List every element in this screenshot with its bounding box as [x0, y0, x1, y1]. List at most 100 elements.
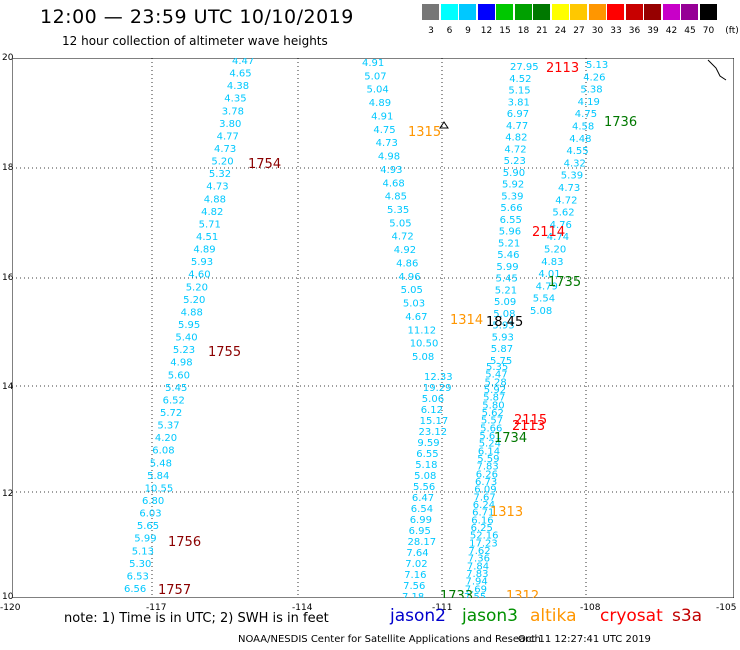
swh-value: 7.64 [406, 548, 428, 559]
swh-value: 4.32 [564, 158, 586, 169]
swh-value: 6.73 [475, 477, 497, 488]
legend-swatch-label: 36 [628, 26, 641, 36]
swh-value: 5.21 [495, 285, 517, 296]
swh-value: 4.74 [547, 232, 569, 243]
swh-value: 5.08 [412, 352, 434, 363]
swh-value: 5.20 [183, 295, 205, 306]
swh-value: 4.01 [538, 269, 560, 280]
swh-value: 5.90 [503, 168, 525, 179]
legend-swatch-label: 45 [684, 26, 696, 36]
pass-time-label: 2113 [546, 61, 579, 76]
legend-unit: (ft) [725, 26, 739, 36]
swh-value: 6.97 [507, 109, 529, 120]
swh-value: 7.02 [405, 559, 427, 570]
pass-time-label: 18.45 [486, 315, 523, 330]
swh-value: 5.46 [497, 250, 519, 261]
swh-value: 5.57 [481, 416, 503, 427]
swh-value: 5.99 [134, 534, 156, 545]
swh-value: 5.24 [479, 439, 501, 450]
lon-label-105: -105 [716, 603, 737, 613]
legend-swatch [570, 4, 587, 20]
swh-value: 6.12 [421, 405, 443, 416]
swh-value: 4.72 [555, 195, 577, 206]
swh-value: 7.16 [404, 570, 426, 581]
legend-swatch [681, 4, 698, 20]
swh-value: 5.13 [586, 60, 608, 71]
swh-value: 52.16 [470, 531, 499, 542]
swh-value: 4.26 [583, 72, 605, 83]
swh-value: 5.93 [492, 321, 514, 332]
swh-value: 5.05 [401, 285, 423, 296]
map-title: 12:00 — 23:59 UTC 10/10/2019 [40, 6, 354, 28]
swh-value: 6.52 [163, 395, 185, 406]
swh-value: 4.92 [394, 245, 416, 256]
swh-value: 4.89 [193, 245, 215, 256]
swh-value: 5.92 [502, 180, 524, 191]
swh-value: 6.95 [409, 526, 431, 537]
pass-time-label: 1314 [450, 313, 483, 328]
swh-value: 4.19 [578, 97, 600, 108]
swh-value: 3.78 [222, 106, 244, 117]
swh-value: 10.50 [410, 339, 439, 350]
swh-value: 5.66 [500, 203, 522, 214]
swh-value: 5.30 [129, 559, 151, 570]
swh-value: 5.05 [389, 218, 411, 229]
swh-value: 4.47 [232, 58, 254, 67]
swh-value: 4.75 [373, 125, 395, 136]
swh-value: 4.83 [541, 257, 563, 268]
pass-time-label: 1734 [494, 431, 527, 446]
legend-swatch [533, 4, 550, 20]
swh-value: 5.21 [498, 238, 520, 249]
map-frame [11, 57, 735, 599]
legend-swatch-label: 9 [465, 26, 471, 36]
altimeter-map: 4.47 4.65 4.38 4.35 3.78 3.80 4.77 4.73 5.20 5.32… [11, 56, 735, 604]
swh-value: 5.92 [484, 385, 506, 396]
swh-value: 3.80 [219, 119, 241, 130]
swh-value: 4.88 [181, 307, 203, 318]
swh-value: 7.84 [467, 561, 489, 572]
swh-value: 6.26 [476, 469, 498, 480]
swh-value: 17.23 [469, 538, 498, 549]
legend-swatch [477, 4, 495, 20]
swh-value: 7.56 [403, 581, 425, 592]
swh-value: 4.79 [536, 281, 558, 292]
legend-swatch [644, 4, 661, 20]
swh-value: 11.12 [408, 325, 437, 336]
swh-value: 5.80 [482, 400, 504, 411]
swh-value: 7.83 [466, 569, 488, 580]
swh-value: 5.71 [199, 219, 221, 230]
swh-value: 6.47 [412, 493, 434, 504]
legend-swatch-label: 6 [446, 26, 453, 36]
legend-swatch [514, 4, 532, 20]
swh-value: 4.77 [217, 131, 239, 142]
legend-jason2: jason2 [390, 606, 446, 626]
swh-value: 5.15 [508, 86, 530, 97]
legend-swatch [607, 4, 624, 20]
swh-value: 5.08 [493, 309, 515, 320]
swh-value: 5.60 [168, 370, 190, 381]
legend-swatch [440, 4, 458, 20]
swh-value: 7.69 [465, 584, 487, 595]
swh-value: 4.72 [504, 144, 526, 155]
swh-value: 4.82 [505, 133, 527, 144]
legend-swatch-label: 27 [573, 26, 585, 36]
pass-time-label: 1313 [490, 505, 523, 520]
legend-swatch [459, 4, 476, 20]
swh-value: 5.95 [178, 320, 200, 331]
swh-value: 7.67 [474, 492, 496, 503]
swh-value: 5.72 [160, 408, 182, 419]
legend-swatch-label: 39 [647, 26, 659, 36]
legend-cryosat: cryosat [600, 606, 663, 626]
swh-value: 5.08 [414, 471, 436, 482]
lat-label-14: 14 [2, 382, 14, 392]
swh-value: 5.04 [367, 85, 389, 96]
swh-value: 9.59 [417, 438, 439, 449]
swh-value: 5.20 [186, 282, 208, 293]
swh-value: 6.03 [139, 509, 161, 520]
swh-value: 4.73 [214, 144, 236, 155]
legend-swatch-label: 15 [499, 26, 511, 36]
pass-time-label: 1757 [158, 583, 191, 598]
lat-label-12: 12 [2, 489, 14, 499]
swh-value: 6.53 [127, 571, 149, 582]
swh-value: 4.75 [575, 109, 597, 120]
